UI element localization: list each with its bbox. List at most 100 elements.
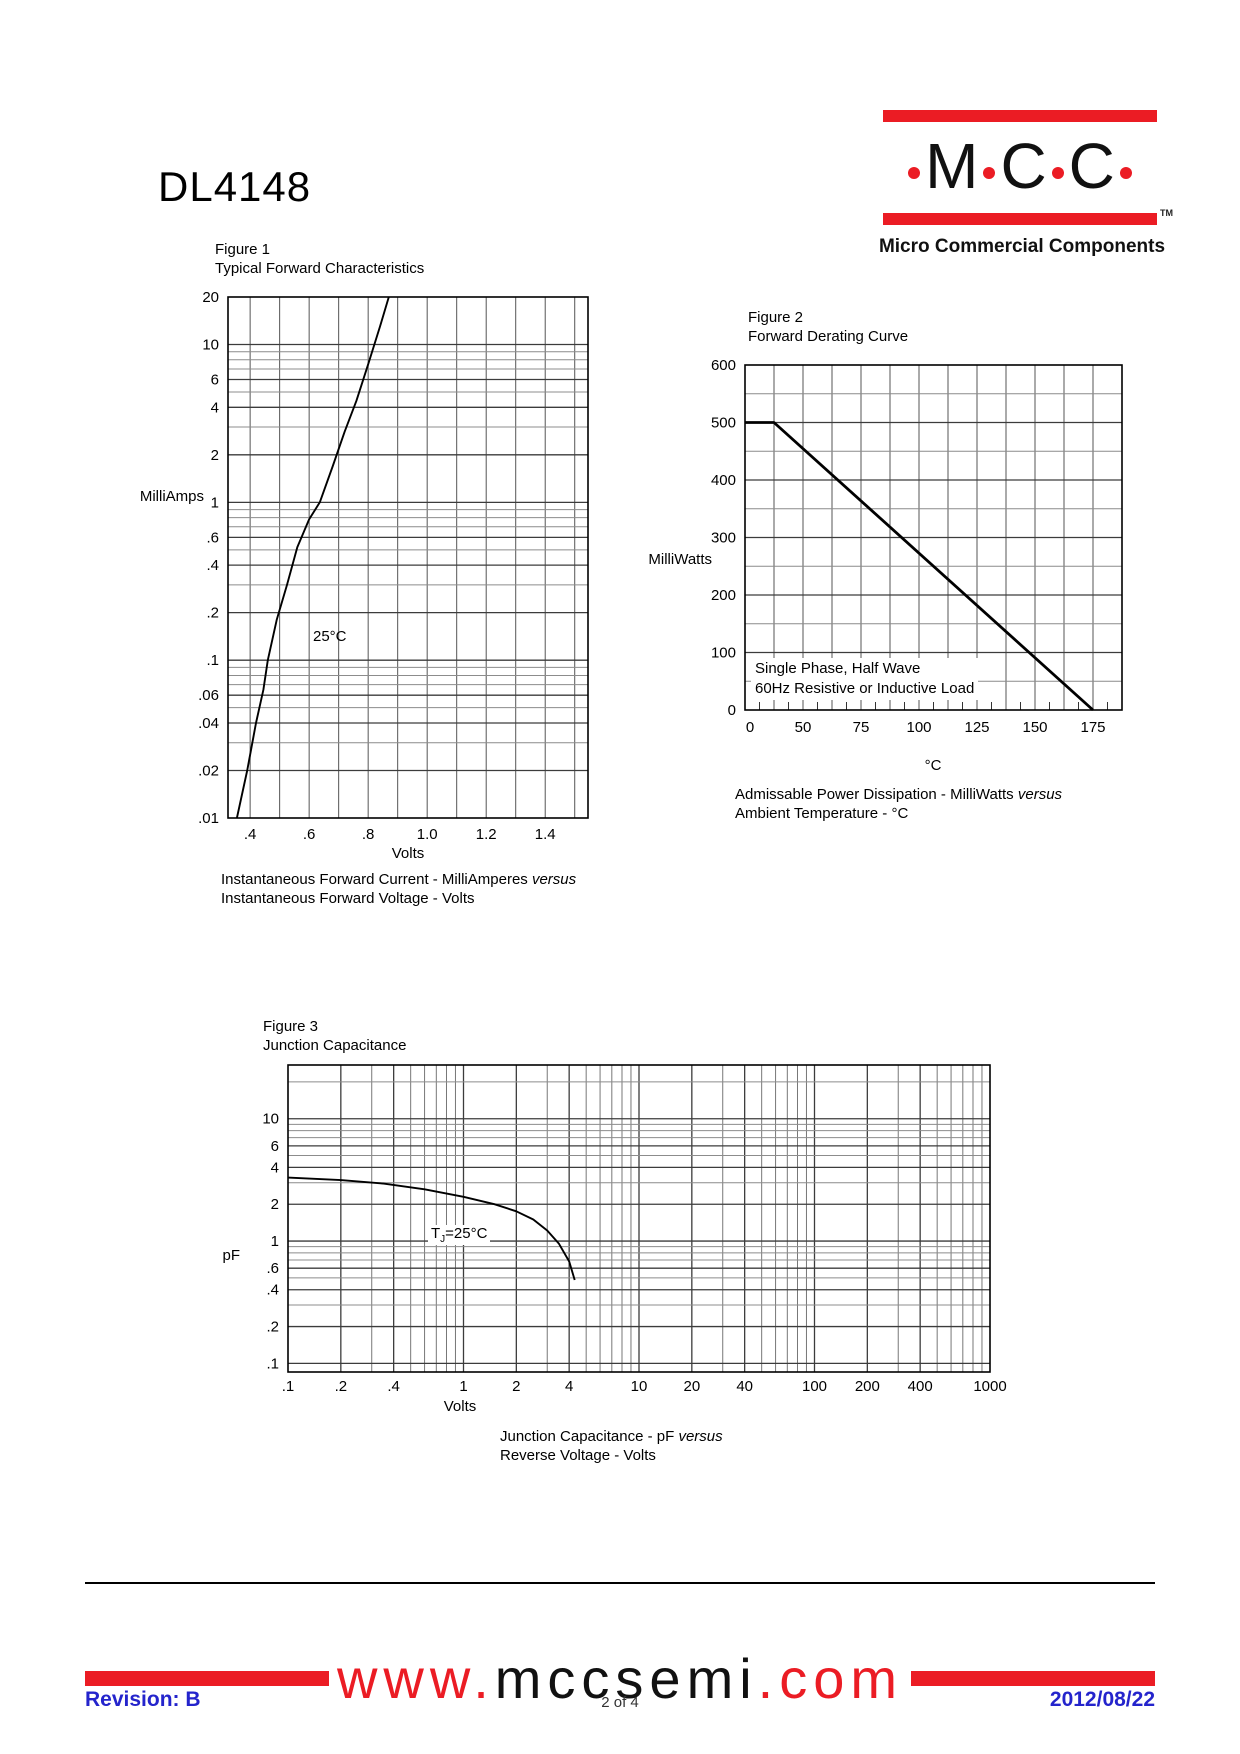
tick-label: 125 — [964, 719, 989, 736]
figure2-load-annotation: Single Phase, Half Wave 60Hz Resistive o… — [751, 658, 979, 700]
tick-label: 6 — [211, 372, 219, 389]
figure1-x-axis-label: Volts — [391, 845, 425, 862]
footer-left-bar — [85, 1671, 329, 1686]
trademark-symbol: TM — [1160, 208, 1173, 218]
tick-label: 1000 — [973, 1378, 1006, 1395]
tick-label: 50 — [795, 719, 812, 736]
figure2-label: Figure 2 — [748, 309, 804, 326]
tick-label: 1.4 — [535, 826, 556, 843]
figure2-x-axis-label: °C — [924, 757, 942, 774]
tick-label: .6 — [266, 1260, 279, 1277]
tick-label: 400 — [711, 472, 736, 489]
logo-dot-icon — [908, 167, 921, 179]
tick-label: 20 — [683, 1378, 700, 1395]
figure1-subtitle: Typical Forward Characteristics — [215, 260, 425, 277]
website-url: www.mccsemi.com — [336, 1647, 904, 1710]
figure2-caption: Admissable Power Dissipation - MilliWatt… — [735, 786, 1063, 822]
tick-label: 300 — [711, 530, 736, 547]
figure2-title: Figure 2 Forward Derating Curve — [748, 308, 908, 346]
footer-right-bar — [911, 1671, 1156, 1686]
figure1-y-axis-label: MilliAmps — [139, 488, 204, 505]
tick-label: .6 — [303, 826, 316, 843]
tick-label: 100 — [802, 1378, 827, 1395]
tick-label: 4 — [271, 1159, 279, 1176]
fig1-curve — [235, 296, 390, 819]
chart-border — [227, 296, 589, 819]
tick-label: 200 — [711, 587, 736, 604]
tick-label: 4 — [211, 399, 219, 416]
page-number: 2 of 4 — [601, 1694, 639, 1711]
footer-brand: www.mccsemi.com — [85, 1646, 1156, 1711]
tick-label: 0 — [728, 702, 736, 719]
logo-dot-icon — [1119, 167, 1132, 179]
logo-subtitle: Micro Commercial Components — [878, 236, 1166, 257]
tick-label: 150 — [1022, 719, 1047, 736]
figure3-temperature-annotation: TJ=25°C — [428, 1225, 491, 1245]
tick-label: 600 — [711, 357, 736, 374]
logo-dot-icon — [983, 167, 996, 179]
tick-label: .2 — [335, 1378, 348, 1395]
tick-label: .6 — [206, 529, 219, 546]
tick-label: 20 — [202, 289, 219, 306]
footer-divider — [85, 1582, 1155, 1584]
tick-label: 175 — [1080, 719, 1105, 736]
tick-label: 10 — [631, 1378, 648, 1395]
figure3-subtitle: Junction Capacitance — [263, 1037, 407, 1054]
tick-label: 40 — [736, 1378, 753, 1395]
tick-label: .8 — [362, 826, 375, 843]
tick-label: .4 — [244, 826, 257, 843]
tick-label: 6 — [271, 1138, 279, 1155]
logo-bottom-bar — [883, 213, 1157, 225]
tick-label: 1.2 — [476, 826, 497, 843]
tick-label: 200 — [855, 1378, 880, 1395]
tick-label: .1 — [282, 1378, 295, 1395]
tick-label: 2 — [211, 447, 219, 464]
tick-label: .1 — [266, 1355, 279, 1372]
tick-label: .02 — [198, 762, 219, 779]
tick-label: .4 — [387, 1378, 400, 1395]
tick-label: 500 — [711, 415, 736, 432]
figure3-caption: Junction Capacitance - pF versus Reverse… — [500, 1428, 723, 1464]
figure3-title: Figure 3 Junction Capacitance — [263, 1017, 406, 1055]
figure3-label: Figure 3 — [263, 1018, 319, 1035]
figure1-temperature-annotation: 25°C — [313, 628, 347, 645]
tick-label: 100 — [906, 719, 931, 736]
tick-label: .06 — [198, 687, 219, 704]
figure3-x-axis-label: Volts — [443, 1398, 477, 1415]
fig2-curve — [745, 421, 1094, 712]
tick-label: 2 — [271, 1196, 279, 1213]
chart-border — [744, 364, 1123, 711]
tick-label: .1 — [206, 652, 219, 669]
tick-label: .01 — [198, 810, 219, 827]
tick-label: 75 — [853, 719, 870, 736]
figure2-y-axis-label: MilliWatts — [648, 551, 712, 568]
tick-label: 10 — [202, 337, 219, 354]
figure1-label: Figure 1 — [215, 241, 271, 258]
logo-letters: M C C — [883, 130, 1157, 202]
chart-border — [287, 1064, 991, 1373]
tick-label: .04 — [198, 715, 219, 732]
figure1-title: Figure 1 Typical Forward Characteristics — [215, 240, 424, 278]
tick-label: 400 — [908, 1378, 933, 1395]
revision-label: Revision: B — [85, 1688, 201, 1711]
tick-label: 4 — [565, 1378, 573, 1395]
logo-letter: M — [925, 130, 979, 202]
revision-date: 2012/08/22 — [1049, 1688, 1155, 1711]
tick-label: .4 — [206, 557, 219, 574]
logo-letter: C — [1068, 130, 1115, 202]
tick-label: 10 — [262, 1111, 279, 1128]
tick-label: 1 — [271, 1233, 279, 1250]
tick-label: 1 — [459, 1378, 467, 1395]
figure3-y-axis-label: pF — [222, 1247, 240, 1264]
tick-label: 2 — [512, 1378, 520, 1395]
fig3-curve — [287, 1176, 576, 1281]
page-title: DL4148 — [158, 163, 312, 210]
tick-label: 1.0 — [417, 826, 438, 843]
tick-label: .2 — [206, 605, 219, 622]
tick-label: .2 — [266, 1319, 279, 1336]
tick-label: 0 — [746, 719, 754, 736]
tick-label: 1 — [211, 494, 219, 511]
logo-dot-icon — [1051, 167, 1064, 179]
